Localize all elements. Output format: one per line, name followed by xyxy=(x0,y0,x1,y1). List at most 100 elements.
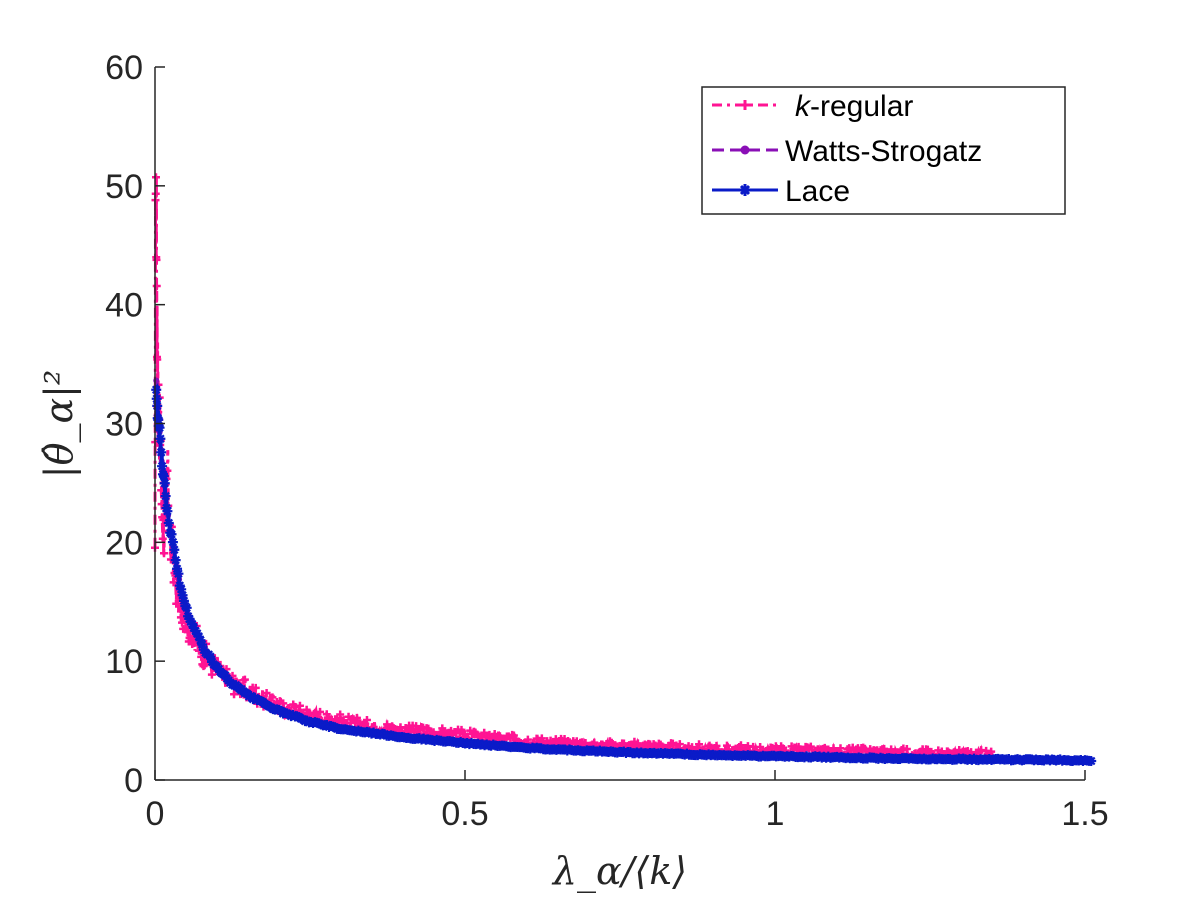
data-point xyxy=(457,725,466,734)
data-point xyxy=(159,478,170,489)
data-point xyxy=(178,595,189,606)
data-point xyxy=(829,744,838,753)
data-point xyxy=(163,518,174,529)
data-point xyxy=(152,255,161,264)
data-point xyxy=(173,568,184,579)
data-point xyxy=(302,705,311,714)
data-point xyxy=(174,580,185,591)
data-point xyxy=(154,422,165,433)
legend-marker xyxy=(739,184,751,196)
data-point xyxy=(170,555,181,566)
legend-marker xyxy=(740,145,750,155)
y-tick-label: 30 xyxy=(105,406,143,444)
data-point xyxy=(166,529,177,540)
data-point xyxy=(806,742,815,751)
data-point xyxy=(197,639,208,650)
axes-layer: 0 10 20 30 40 50 60 0 0.5 1 1.5 xyxy=(105,49,1108,833)
data-point xyxy=(987,747,996,756)
y-tick-label: 50 xyxy=(105,168,143,206)
data-point xyxy=(633,739,642,748)
data-point xyxy=(316,707,325,716)
series-k-regular xyxy=(151,173,996,763)
legend-label-k-italic: k xyxy=(795,90,812,123)
data-point xyxy=(158,471,169,482)
data-point xyxy=(195,635,206,646)
data-point xyxy=(722,741,731,750)
data-point xyxy=(151,384,162,395)
data-point xyxy=(336,710,345,719)
data-point xyxy=(193,631,204,642)
data-point xyxy=(151,393,162,404)
data-point xyxy=(172,563,183,574)
data-point xyxy=(619,739,628,748)
data-point xyxy=(158,534,167,543)
data-point xyxy=(192,628,203,639)
data-point xyxy=(880,744,889,753)
data-point xyxy=(778,744,787,753)
data-point xyxy=(322,710,331,719)
x-axis-title: λ_α/⟨k⟩ xyxy=(551,849,687,894)
data-point xyxy=(262,688,271,697)
data-point xyxy=(1086,755,1097,766)
data-point xyxy=(590,738,599,747)
data-point xyxy=(152,400,163,411)
data-point xyxy=(172,599,181,608)
data-point xyxy=(438,724,447,733)
data-point xyxy=(179,624,188,633)
data-point xyxy=(424,724,433,733)
legend-box xyxy=(701,86,1066,215)
data-point xyxy=(205,651,216,662)
data-point xyxy=(537,734,546,743)
data-point xyxy=(295,701,304,710)
legend: k-regular Watts-Strogatz Lace xyxy=(701,86,1066,215)
legend-label-lace: Lace xyxy=(785,175,850,208)
data-point xyxy=(153,414,164,425)
data-point xyxy=(581,739,590,748)
data-point xyxy=(268,693,277,702)
data-point xyxy=(240,675,249,684)
legend-label-watts-strogatz: Watts-Strogatz xyxy=(785,135,982,168)
data-point xyxy=(156,447,167,458)
y-axis-title: |θ̂_α|² xyxy=(37,370,82,478)
data-point xyxy=(207,670,216,679)
data-point xyxy=(151,173,160,182)
data-point xyxy=(185,633,194,642)
data-point xyxy=(155,433,166,444)
data-point xyxy=(352,713,361,722)
data-point xyxy=(523,735,532,744)
series-line xyxy=(153,175,994,763)
legend-marker xyxy=(740,100,750,110)
y-tick-label: 10 xyxy=(105,643,143,681)
data-point xyxy=(902,744,911,753)
data-point xyxy=(176,584,187,595)
data-point xyxy=(167,537,178,548)
data-point xyxy=(159,549,168,558)
data-point xyxy=(695,740,704,749)
data-point xyxy=(383,720,392,729)
data-point xyxy=(220,670,231,681)
x-tick-label: 0.5 xyxy=(441,795,488,833)
legend-label-k-regular: k-regular xyxy=(795,90,913,123)
data-point xyxy=(187,619,198,630)
data-point xyxy=(157,461,168,472)
series-lace xyxy=(151,382,1097,767)
y-tick-label: 0 xyxy=(124,762,143,800)
data-point xyxy=(177,590,188,601)
data-point xyxy=(251,683,260,692)
x-tick-label: 1 xyxy=(766,795,785,833)
data-point xyxy=(169,544,180,555)
data-point xyxy=(756,742,765,751)
data-point xyxy=(152,281,161,290)
series-layer xyxy=(151,173,1097,767)
data-point xyxy=(181,602,192,613)
data-point xyxy=(160,491,171,502)
data-point xyxy=(675,740,684,749)
legend-label-k-suffix: -regular xyxy=(810,90,913,123)
data-point xyxy=(509,731,518,740)
data-point xyxy=(162,506,173,517)
data-point xyxy=(836,744,845,753)
y-tick-label: 60 xyxy=(105,49,143,87)
y-tick-label: 40 xyxy=(105,287,143,325)
data-point xyxy=(279,699,288,708)
